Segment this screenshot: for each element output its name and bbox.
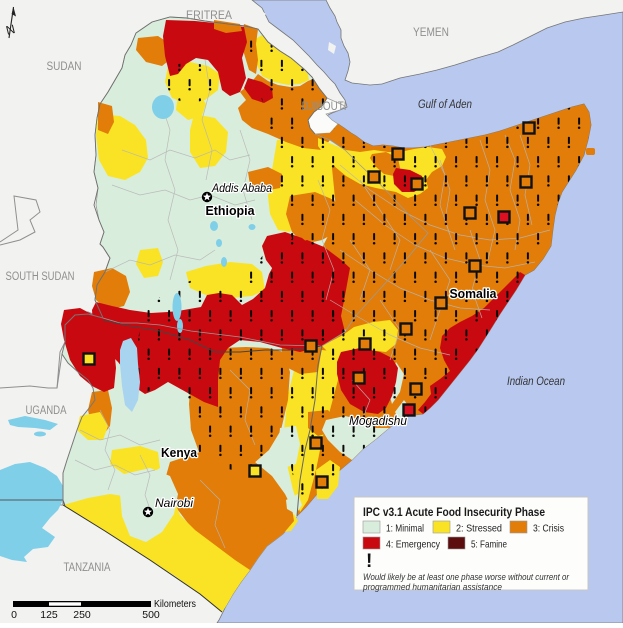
svg-text:Gulf of Aden: Gulf of Aden [418,99,472,111]
svg-text:Ethiopia: Ethiopia [206,203,256,218]
svg-text:4: Emergency: 4: Emergency [386,540,441,551]
svg-text:1: Minimal: 1: Minimal [386,524,424,535]
svg-text:DJIBOUTI: DJIBOUTI [302,101,347,113]
svg-text:Addis Ababa: Addis Ababa [211,183,272,195]
svg-text:Kenya: Kenya [161,445,198,460]
svg-text:Nairobi: Nairobi [155,498,193,510]
svg-text:!: ! [366,551,372,572]
svg-text:TANZANIA: TANZANIA [64,562,111,574]
svg-text:250: 250 [73,609,91,621]
svg-text:Mogadishu: Mogadishu [349,414,407,428]
svg-text:IPC v3.1 Acute Food Insecurity: IPC v3.1 Acute Food Insecurity Phase [363,505,545,519]
svg-text:SUDAN: SUDAN [47,61,82,73]
svg-text:N: N [4,22,16,38]
svg-text:Kilometers: Kilometers [154,598,196,610]
svg-text:2: Stressed: 2: Stressed [456,524,502,535]
svg-text:YEMEN: YEMEN [413,27,449,39]
svg-text:ERITREA: ERITREA [186,10,232,22]
svg-text:0: 0 [11,609,17,621]
svg-text:3: Crisis: 3: Crisis [533,524,564,535]
svg-text:SOUTH SUDAN: SOUTH SUDAN [6,271,75,283]
svg-text:programmed humanitarian assist: programmed humanitarian assistance [362,581,502,592]
svg-text:UGANDA: UGANDA [26,405,67,417]
svg-text:Indian Ocean: Indian Ocean [507,376,565,388]
svg-text:5: Famine: 5: Famine [471,540,507,551]
svg-text:Somalia: Somalia [450,286,498,301]
svg-text:125: 125 [40,609,58,621]
svg-text:Would likely be at least one p: Would likely be at least one phase worse… [363,571,570,582]
svg-text:500: 500 [142,609,160,621]
